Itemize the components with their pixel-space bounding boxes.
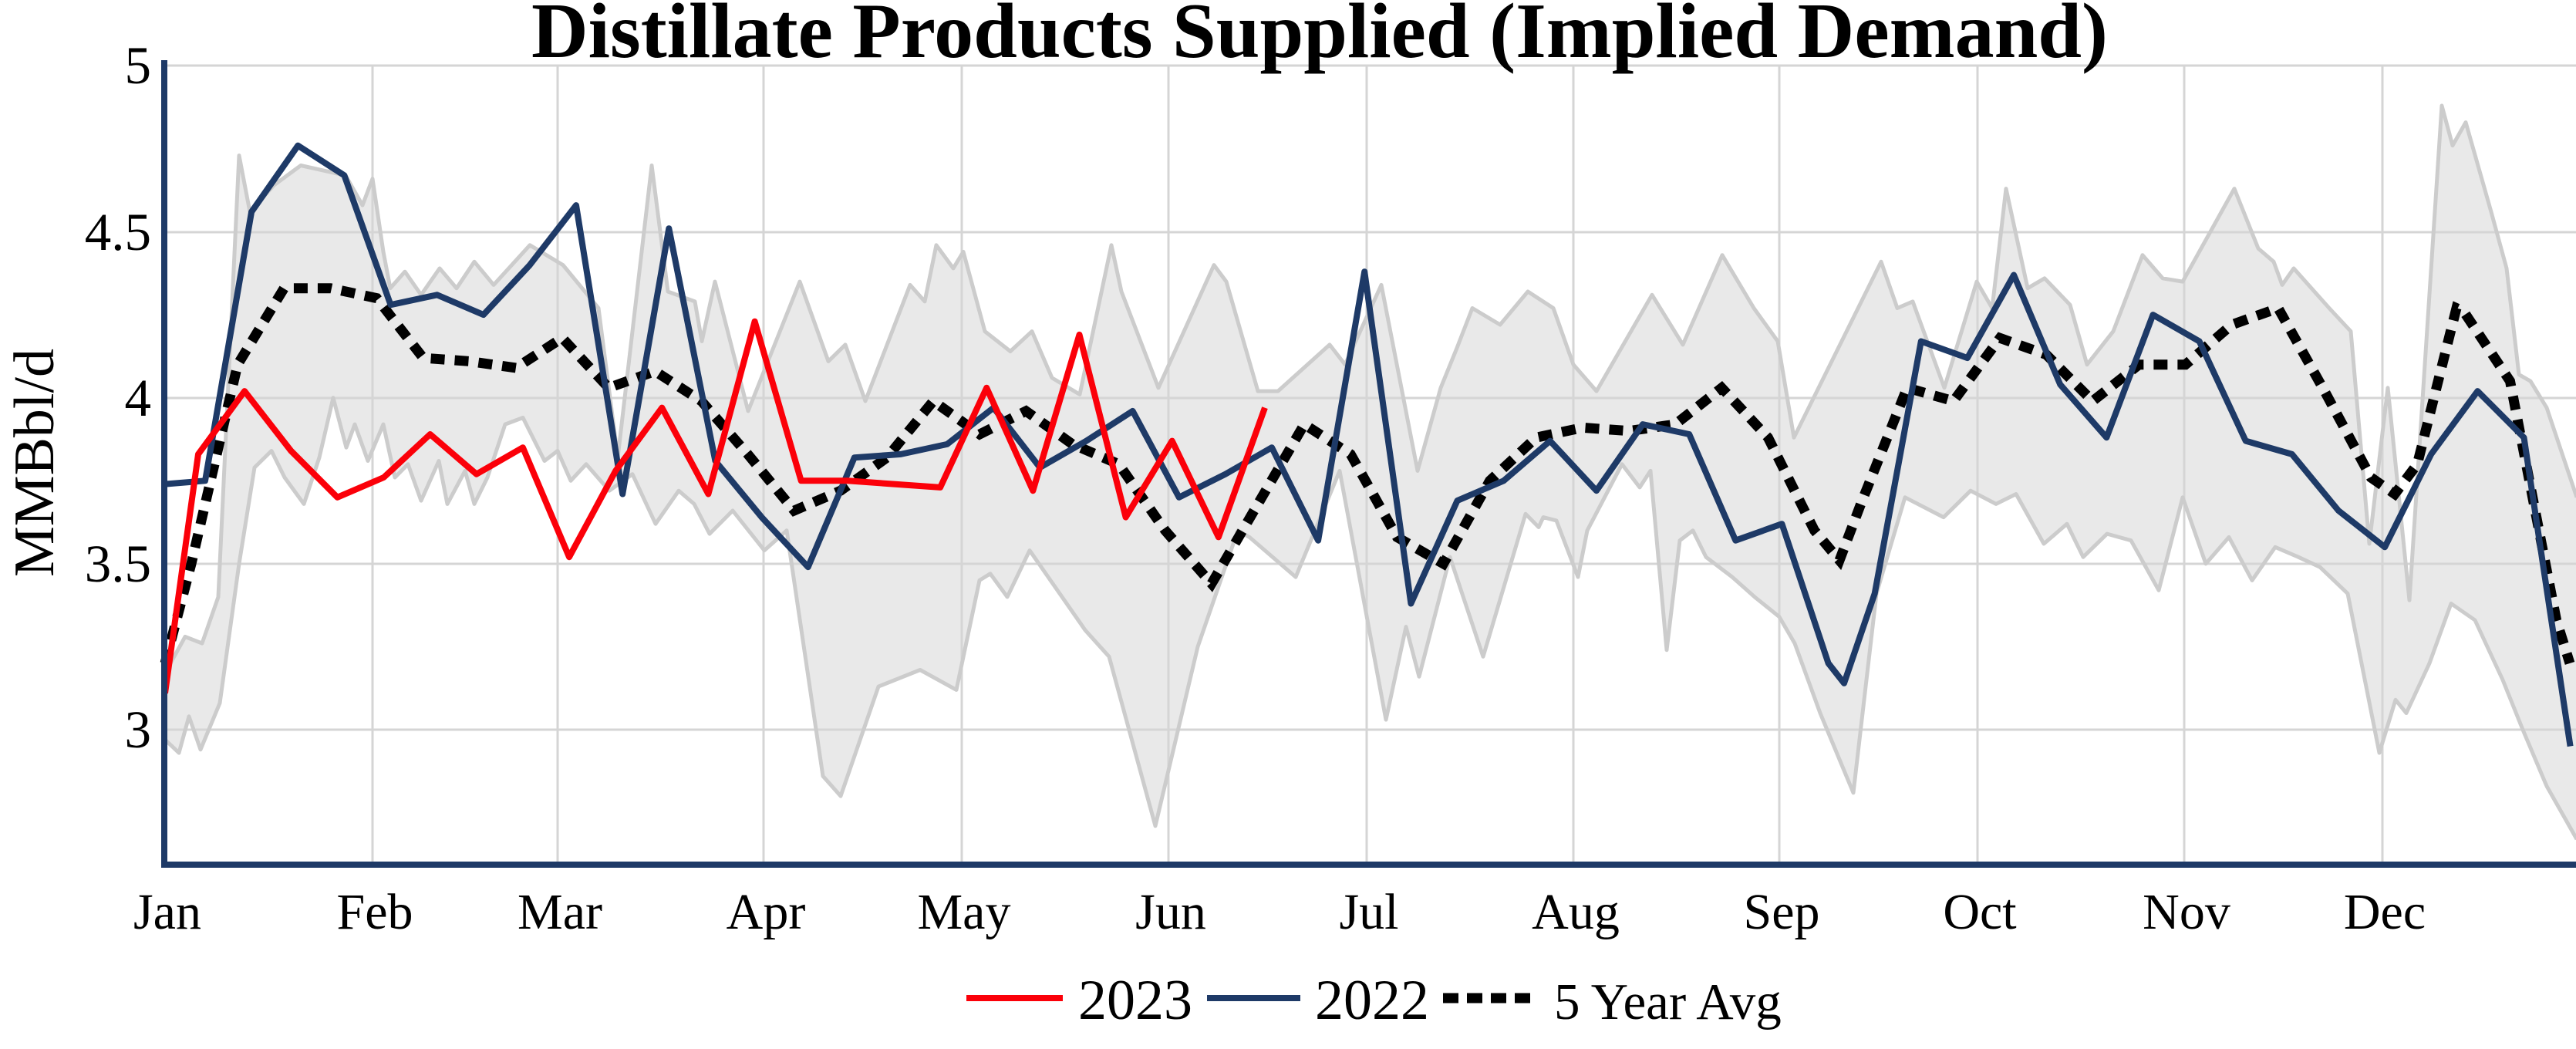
svg-text:Jul: Jul bbox=[1339, 884, 1398, 940]
svg-text:Distillate Products Supplied (: Distillate Products Supplied (Implied De… bbox=[531, 0, 2108, 75]
svg-text:2022: 2022 bbox=[1315, 969, 1429, 1032]
svg-text:Aug: Aug bbox=[1532, 884, 1620, 940]
svg-text:4.5: 4.5 bbox=[85, 203, 151, 261]
svg-text:Mar: Mar bbox=[518, 884, 602, 940]
svg-text:4: 4 bbox=[125, 369, 152, 427]
svg-text:Jan: Jan bbox=[133, 884, 201, 940]
svg-text:Apr: Apr bbox=[727, 884, 806, 940]
svg-text:5 Year Avg: 5 Year Avg bbox=[1554, 973, 1782, 1030]
svg-text:5: 5 bbox=[125, 36, 152, 95]
svg-text:Feb: Feb bbox=[337, 884, 413, 940]
svg-text:Jun: Jun bbox=[1135, 884, 1206, 940]
svg-text:Sep: Sep bbox=[1744, 884, 1820, 940]
svg-text:May: May bbox=[918, 884, 1011, 940]
svg-text:3.5: 3.5 bbox=[85, 535, 151, 593]
svg-text:2023: 2023 bbox=[1078, 969, 1192, 1032]
svg-text:3: 3 bbox=[125, 700, 152, 759]
svg-text:Dec: Dec bbox=[2344, 884, 2426, 940]
svg-text:Nov: Nov bbox=[2143, 884, 2230, 940]
svg-text:Oct: Oct bbox=[1943, 884, 2016, 940]
svg-text:MMBbl/d: MMBbl/d bbox=[3, 349, 66, 577]
